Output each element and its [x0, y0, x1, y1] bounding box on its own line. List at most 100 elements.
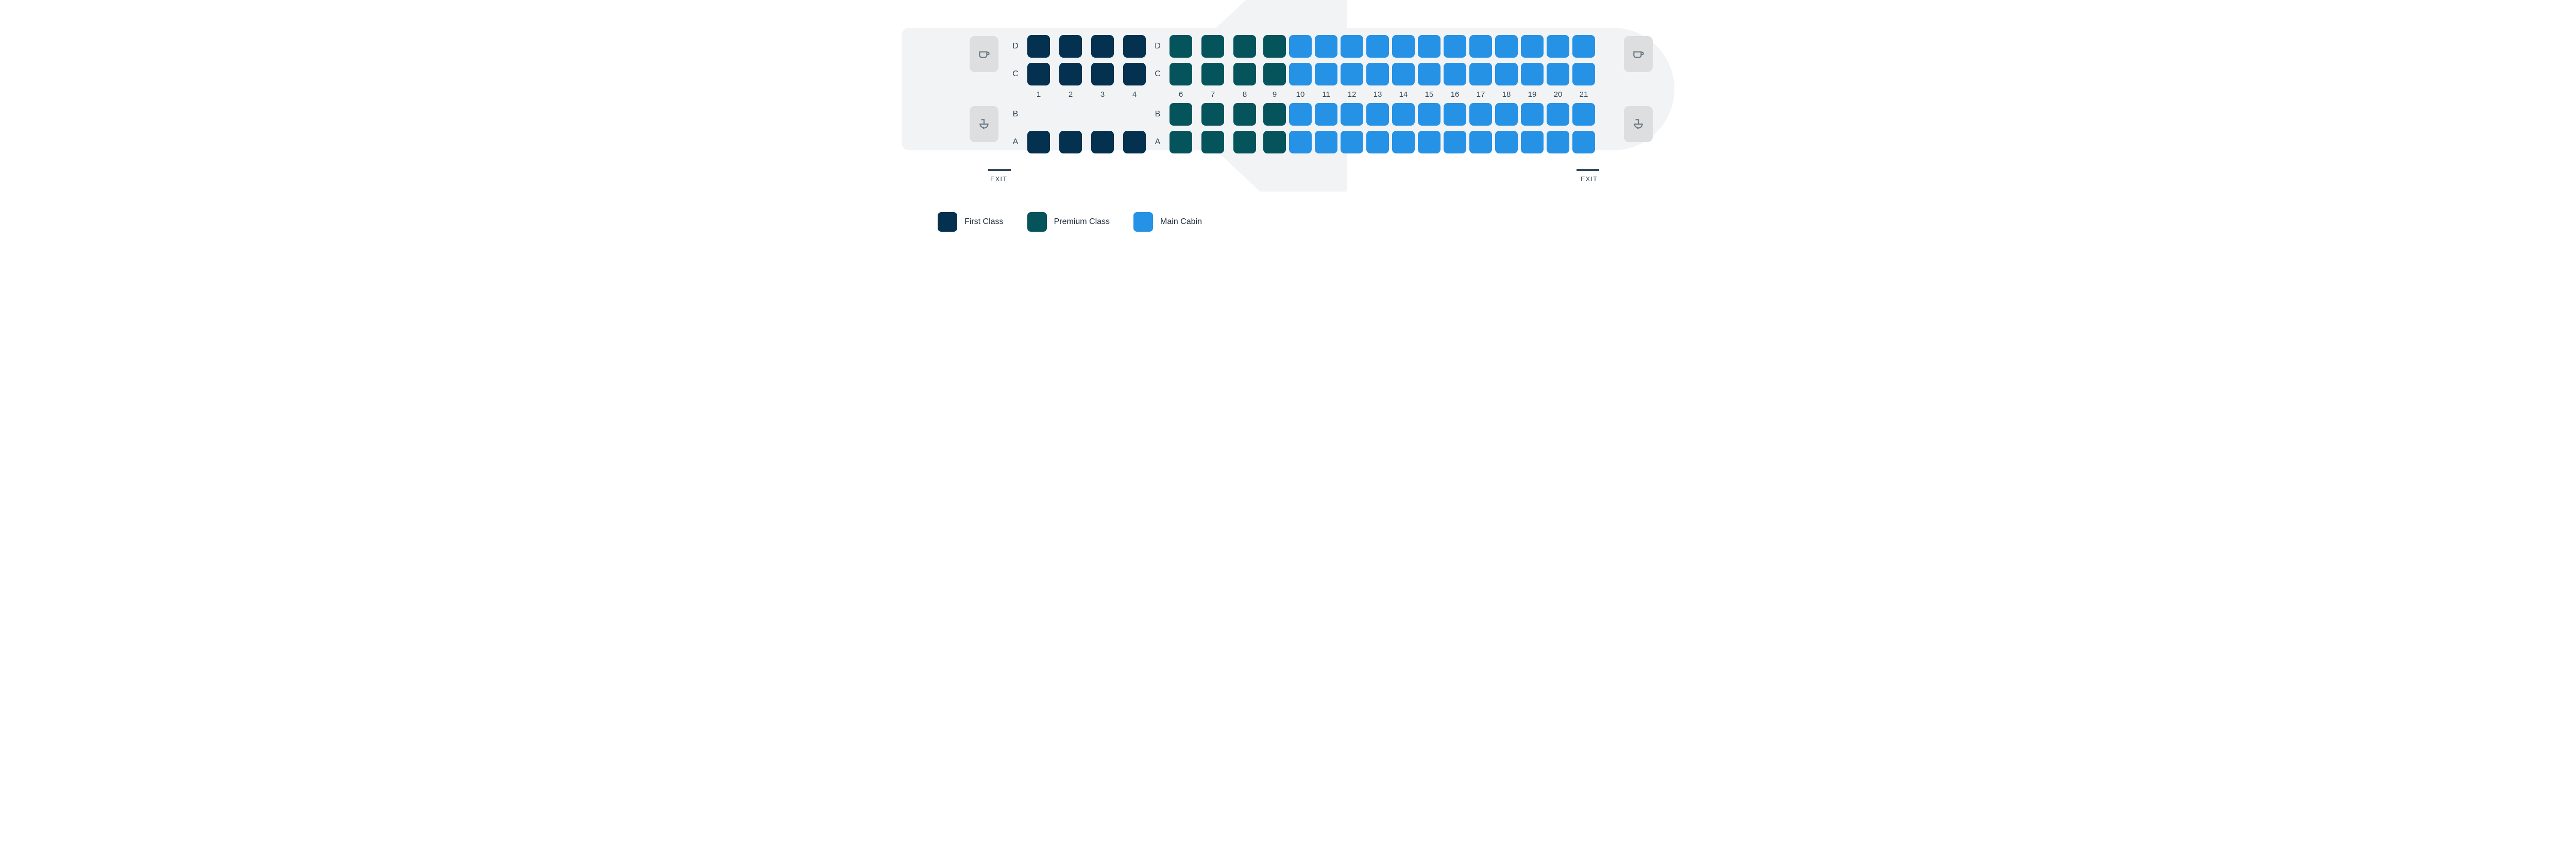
seat-13A[interactable] — [1366, 131, 1389, 153]
seat-20A[interactable] — [1547, 131, 1569, 153]
seat-18B[interactable] — [1495, 103, 1518, 126]
seat-3D[interactable] — [1091, 35, 1114, 58]
section-main: 9101112131415161718192021 — [1263, 35, 1595, 153]
seat-10C[interactable] — [1289, 63, 1312, 85]
seat-13D[interactable] — [1366, 35, 1389, 58]
seat-21C[interactable] — [1572, 63, 1595, 85]
seat-4C[interactable] — [1123, 63, 1146, 85]
row-number-12: 12 — [1341, 91, 1363, 98]
seat-16C[interactable] — [1444, 63, 1466, 85]
seat-21A[interactable] — [1572, 131, 1595, 153]
row-number-18: 18 — [1495, 91, 1518, 98]
seat-19A[interactable] — [1521, 131, 1544, 153]
seat-9B[interactable] — [1263, 103, 1286, 126]
row-number-14: 14 — [1392, 91, 1415, 98]
seat-19B[interactable] — [1521, 103, 1544, 126]
seat-1C[interactable] — [1027, 63, 1050, 85]
seat-9A[interactable] — [1263, 131, 1286, 153]
seat-16D[interactable] — [1444, 35, 1466, 58]
section-premium: 678 — [1170, 35, 1256, 153]
seat-4D[interactable] — [1123, 35, 1146, 58]
seat-4A[interactable] — [1123, 131, 1146, 153]
seat-14A[interactable] — [1392, 131, 1415, 153]
seat-19D[interactable] — [1521, 35, 1544, 58]
seat-column-16: 16 — [1444, 35, 1466, 153]
row-number-11: 11 — [1315, 91, 1337, 98]
seat-6D[interactable] — [1170, 35, 1192, 58]
seat-9D[interactable] — [1263, 35, 1286, 58]
seat-17A[interactable] — [1469, 131, 1492, 153]
seat-1D[interactable] — [1027, 35, 1050, 58]
seat-20B[interactable] — [1547, 103, 1569, 126]
seat-column-1: 1 — [1027, 35, 1050, 153]
seat-14C[interactable] — [1392, 63, 1415, 85]
seat-14B[interactable] — [1392, 103, 1415, 126]
seat-2C[interactable] — [1059, 63, 1082, 85]
seat-8C[interactable] — [1233, 63, 1256, 85]
seat-13B[interactable] — [1366, 103, 1389, 126]
seat-15A[interactable] — [1418, 131, 1440, 153]
row-label-A: A — [1011, 131, 1020, 153]
seat-12D[interactable] — [1341, 35, 1363, 58]
seat-17D[interactable] — [1469, 35, 1492, 58]
seat-grid: DCBA1234DCBA6789101112131415161718192021 — [1011, 35, 1595, 153]
seat-6C[interactable] — [1170, 63, 1192, 85]
seat-8B[interactable] — [1233, 103, 1256, 126]
seat-21B[interactable] — [1572, 103, 1595, 126]
lavatory-front — [970, 106, 998, 142]
seat-column-8: 8 — [1233, 35, 1256, 153]
seat-column-9: 9 — [1263, 35, 1286, 153]
seat-11D[interactable] — [1315, 35, 1337, 58]
seat-17B[interactable] — [1469, 103, 1492, 126]
seat-6B[interactable] — [1170, 103, 1192, 126]
seat-20C[interactable] — [1547, 63, 1569, 85]
seat-18D[interactable] — [1495, 35, 1518, 58]
seat-12A[interactable] — [1341, 131, 1363, 153]
legend: First ClassPremium ClassMain Cabin — [902, 212, 1674, 232]
seat-18A[interactable] — [1495, 131, 1518, 153]
seat-10D[interactable] — [1289, 35, 1312, 58]
seat-column-13: 13 — [1366, 35, 1389, 153]
seat-9C[interactable] — [1263, 63, 1286, 85]
seat-7C[interactable] — [1201, 63, 1224, 85]
seat-1A[interactable] — [1027, 131, 1050, 153]
row-label-C: C — [1011, 63, 1020, 85]
seat-15D[interactable] — [1418, 35, 1440, 58]
seat-11A[interactable] — [1315, 131, 1337, 153]
seat-7A[interactable] — [1201, 131, 1224, 153]
seat-7D[interactable] — [1201, 35, 1224, 58]
seat-8D[interactable] — [1233, 35, 1256, 58]
seat-12C[interactable] — [1341, 63, 1363, 85]
seat-empty-4B — [1123, 103, 1146, 126]
seat-column-14: 14 — [1392, 35, 1415, 153]
seat-15C[interactable] — [1418, 63, 1440, 85]
legend-swatch-first_class — [938, 212, 957, 232]
seat-10A[interactable] — [1289, 131, 1312, 153]
seat-3C[interactable] — [1091, 63, 1114, 85]
seat-16B[interactable] — [1444, 103, 1466, 126]
seat-14D[interactable] — [1392, 35, 1415, 58]
seat-15B[interactable] — [1418, 103, 1440, 126]
seat-8A[interactable] — [1233, 131, 1256, 153]
seat-7B[interactable] — [1201, 103, 1224, 126]
seat-16A[interactable] — [1444, 131, 1466, 153]
seat-2D[interactable] — [1059, 35, 1082, 58]
seat-column-11: 11 — [1315, 35, 1337, 153]
seat-19C[interactable] — [1521, 63, 1544, 85]
seat-6A[interactable] — [1170, 131, 1192, 153]
seat-17C[interactable] — [1469, 63, 1492, 85]
exit-bar-rear-bottom — [1577, 169, 1599, 171]
seat-column-7: 7 — [1201, 35, 1224, 153]
seat-3A[interactable] — [1091, 131, 1114, 153]
seat-12B[interactable] — [1341, 103, 1363, 126]
seat-10B[interactable] — [1289, 103, 1312, 126]
seat-20D[interactable] — [1547, 35, 1569, 58]
section-first: 1234 — [1027, 35, 1146, 153]
seat-18C[interactable] — [1495, 63, 1518, 85]
seat-11C[interactable] — [1315, 63, 1337, 85]
seat-11B[interactable] — [1315, 103, 1337, 126]
seat-21D[interactable] — [1572, 35, 1595, 58]
row-label-B: B — [1153, 103, 1162, 126]
seat-2A[interactable] — [1059, 131, 1082, 153]
seat-13C[interactable] — [1366, 63, 1389, 85]
